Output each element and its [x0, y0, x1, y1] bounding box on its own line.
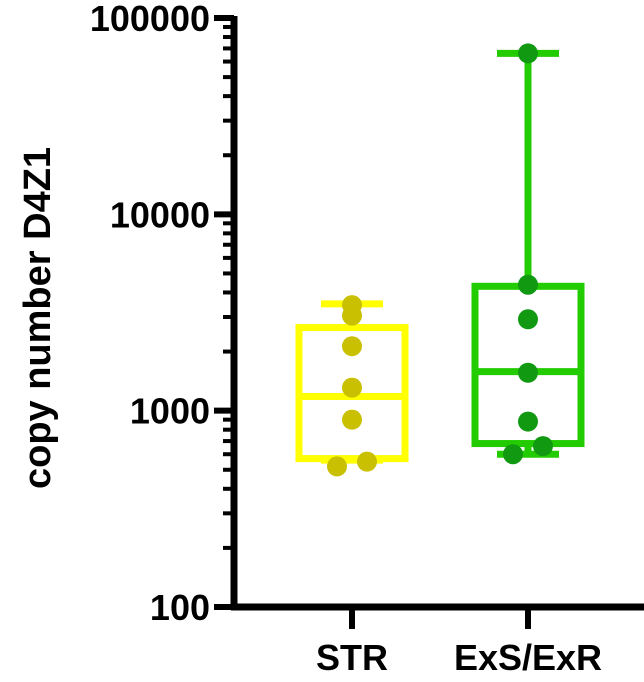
y-tick-label: 100000 [90, 0, 210, 39]
axes [230, 16, 644, 611]
data-point [342, 305, 362, 326]
x-ticks: STR ExS/ExR [316, 607, 602, 678]
x-tick-label: ExS/ExR [454, 637, 602, 678]
data-point [518, 309, 538, 330]
data-point [342, 409, 362, 430]
boxes [295, 49, 585, 464]
data-point [518, 411, 538, 432]
data-point [342, 336, 362, 357]
data-point [518, 43, 538, 64]
y-axis-title: copy number D4Z1 [17, 147, 59, 489]
x-tick-label: STR [316, 637, 388, 678]
data-point [357, 451, 377, 472]
data-point [533, 436, 553, 457]
data-point [342, 377, 362, 398]
box-exs-exr [471, 49, 585, 458]
data-point [503, 444, 523, 465]
data-point [518, 362, 538, 383]
y-tick-label: 10000 [110, 194, 210, 235]
y-major-ticks: 100 1000 10000 100000 [90, 0, 234, 628]
data-point [327, 456, 347, 477]
y-tick-label: 1000 [130, 391, 210, 432]
data-points [327, 43, 553, 477]
y-minor-ticks [223, 24, 234, 550]
y-tick-label: 100 [150, 587, 210, 628]
data-point [518, 274, 538, 295]
